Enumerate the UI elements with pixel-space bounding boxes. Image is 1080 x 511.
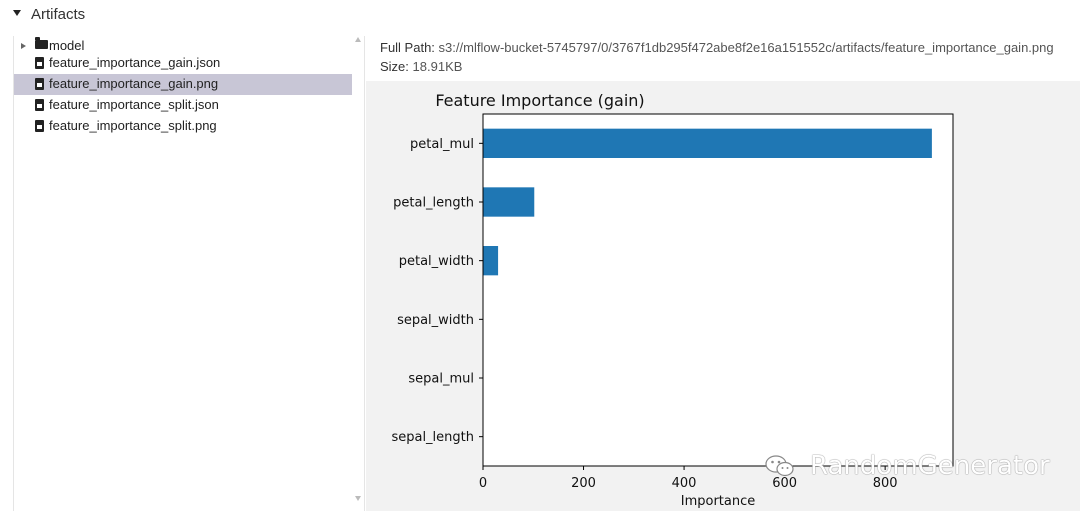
y-tick-label: sepal_width: [397, 313, 474, 328]
tree-item-file-selected[interactable]: feature_importance_gain.png: [14, 74, 352, 95]
expand-arrow-icon[interactable]: [21, 43, 26, 49]
artifact-tree: model feature_importance_gain.json featu…: [13, 36, 365, 511]
y-tick-label: sepal_mul: [408, 372, 474, 387]
plot-frame: [482, 113, 954, 467]
x-tick-label: 0: [479, 476, 487, 491]
full-path-label: Full Path:: [380, 40, 435, 55]
size-label: Size:: [380, 59, 409, 74]
full-path-row: Full Path: s3://mlflow-bucket-5745797/0/…: [380, 40, 1054, 55]
bar: [483, 128, 932, 158]
artifacts-section-header[interactable]: Artifacts: [0, 0, 1080, 30]
tree-item-file[interactable]: feature_importance_split.png: [14, 116, 352, 137]
section-title: Artifacts: [31, 6, 86, 23]
image-file-icon: [35, 78, 44, 90]
x-tick-label: 200: [571, 476, 596, 491]
y-tick-label: petal_mul: [410, 137, 474, 152]
tree-item-label: feature_importance_split.json: [49, 97, 219, 112]
x-tick-label: 400: [672, 476, 697, 491]
folder-icon: [35, 37, 48, 49]
bar: [483, 187, 535, 217]
tree-item-label: feature_importance_split.png: [49, 118, 217, 133]
file-icon: [35, 99, 44, 111]
x-tick-label: 800: [873, 476, 898, 491]
image-file-icon: [35, 120, 44, 132]
x-axis-label: Importance: [681, 494, 756, 509]
tree-item-model-folder[interactable]: model: [14, 36, 352, 57]
bar: [483, 246, 499, 276]
scroll-up-arrow-icon[interactable]: [355, 37, 361, 42]
plot-area: [483, 114, 953, 466]
wechat-icon: [765, 455, 794, 477]
scroll-down-arrow-icon[interactable]: [355, 496, 361, 501]
tree-item-file[interactable]: feature_importance_gain.json: [14, 53, 352, 74]
y-tick-label: petal_width: [399, 254, 474, 269]
size-value: 18.91KB: [412, 59, 463, 74]
tree-item-file[interactable]: feature_importance_split.json: [14, 95, 352, 116]
file-icon: [35, 57, 44, 69]
tree-item-label: feature_importance_gain.json: [49, 55, 221, 70]
chart-title: Feature Importance (gain): [435, 91, 645, 110]
watermark-text: RandomGenerator: [810, 451, 1050, 481]
tree-item-label: model: [49, 38, 85, 53]
y-tick-label: petal_length: [393, 196, 474, 211]
y-tick-label: sepal_length: [391, 430, 474, 445]
size-row: Size: 18.91KB: [380, 59, 462, 74]
tree-item-label: feature_importance_gain.png: [49, 76, 219, 91]
full-path-value: s3://mlflow-bucket-5745797/0/3767f1db295…: [438, 40, 1054, 55]
caret-down-icon[interactable]: [13, 10, 21, 16]
x-tick-label: 600: [772, 476, 797, 491]
